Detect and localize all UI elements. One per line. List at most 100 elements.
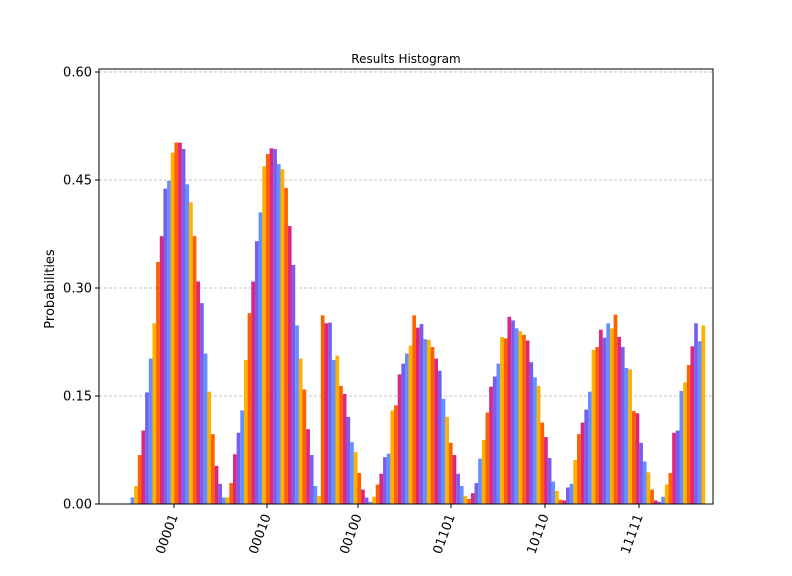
bar [145, 392, 149, 504]
bar [276, 164, 281, 504]
bar [485, 412, 490, 504]
bar [357, 473, 362, 504]
bar [192, 236, 197, 504]
bar [430, 347, 435, 504]
bar [361, 489, 365, 504]
bar [189, 202, 193, 504]
bar [167, 180, 171, 504]
bar [500, 336, 504, 504]
bar [426, 339, 431, 504]
bar [390, 410, 395, 504]
bar [511, 320, 515, 504]
bar [492, 376, 497, 504]
bar [434, 358, 438, 504]
bar [668, 473, 673, 504]
bar [236, 432, 241, 504]
y-tick-label: 0.30 [63, 282, 92, 297]
bar [650, 489, 654, 504]
bar [609, 328, 614, 504]
bar [588, 391, 592, 504]
bar [679, 390, 684, 504]
bar [232, 454, 237, 504]
bar [573, 460, 578, 504]
bar [547, 457, 552, 504]
bar [364, 497, 369, 504]
bar [284, 187, 288, 505]
bar [200, 303, 204, 504]
bar [569, 483, 574, 504]
bar [533, 377, 537, 504]
bar [287, 226, 292, 504]
bar [397, 374, 402, 504]
bar [496, 363, 501, 504]
bar [529, 362, 534, 504]
bar [137, 455, 142, 504]
bar [134, 486, 138, 504]
bar [269, 148, 274, 504]
bar [441, 398, 446, 504]
bar [174, 142, 179, 504]
bar [635, 413, 640, 504]
bar [555, 491, 559, 504]
bar [514, 328, 519, 504]
bar [375, 484, 380, 504]
bar [481, 439, 486, 504]
bar [394, 405, 398, 504]
y-tick-label: 0.45 [63, 174, 92, 189]
bar [408, 345, 413, 504]
bar [313, 486, 318, 504]
bar [130, 497, 135, 504]
bar [584, 409, 589, 504]
bar [419, 324, 424, 504]
bar [697, 341, 702, 504]
bar [642, 461, 647, 504]
bar [452, 455, 457, 504]
bar [243, 360, 248, 504]
bar [156, 262, 160, 504]
y-tick-label: 0.60 [63, 66, 92, 81]
bar [628, 369, 632, 504]
bar [690, 346, 695, 504]
bar [346, 416, 351, 504]
bar [225, 497, 230, 504]
bar [620, 347, 625, 504]
bar [368, 501, 373, 504]
bar [701, 325, 706, 504]
bar [306, 429, 310, 504]
bar [540, 422, 545, 504]
bar [291, 264, 296, 504]
bar [445, 416, 449, 504]
bar [577, 434, 581, 504]
bar [372, 496, 376, 504]
bar [613, 314, 618, 504]
bar [331, 360, 336, 504]
bar [467, 498, 471, 504]
bar [302, 389, 307, 504]
bar [328, 322, 332, 504]
bar [386, 453, 391, 504]
bar [525, 340, 530, 504]
bar [551, 481, 556, 504]
bar [631, 411, 636, 504]
bars [130, 142, 706, 505]
chart-title: Results Histogram [351, 52, 460, 66]
bar [478, 458, 482, 504]
bar [463, 496, 468, 504]
bar [518, 331, 523, 504]
bar [317, 496, 321, 504]
bar [295, 325, 299, 504]
bar [624, 367, 629, 504]
bar [152, 323, 157, 504]
bar [251, 281, 255, 504]
bar [606, 323, 610, 504]
bar [170, 152, 175, 504]
bar [683, 382, 687, 504]
bar [661, 496, 665, 504]
bar [181, 149, 186, 505]
bar [320, 315, 325, 504]
bar [423, 339, 427, 504]
bar [240, 410, 244, 504]
bar [280, 169, 285, 504]
bar [694, 323, 698, 504]
bar [507, 316, 512, 504]
